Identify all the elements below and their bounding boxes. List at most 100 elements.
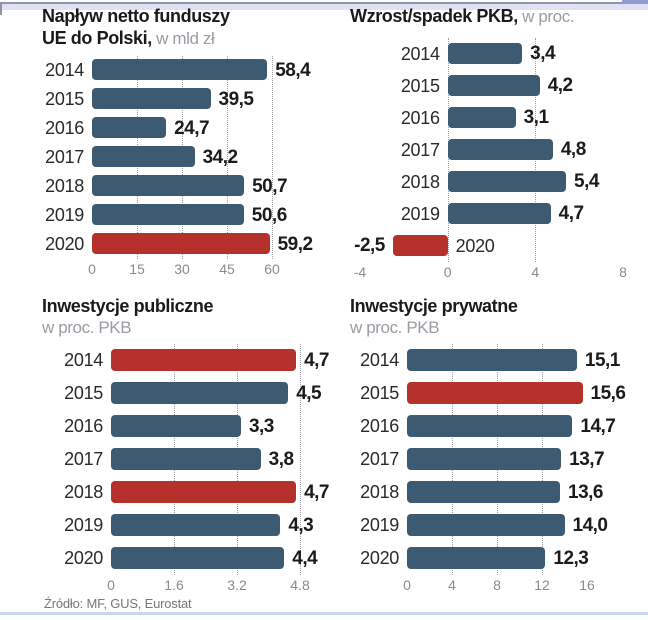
x-axis: 0 1.6 3.2 4.8: [42, 577, 324, 595]
chart-title-segment: Napływ netto funduszy: [42, 6, 230, 26]
bar: [447, 202, 551, 224]
value-label: 3,4: [530, 43, 556, 64]
chart-public-investments: Inwestycje publiczne w proc. PKB 2014 4,7 20…: [42, 296, 329, 595]
bar-row: 2014 3,4: [360, 38, 623, 70]
axis-tick-label: 0: [107, 577, 115, 593]
bar-row: 2020 59,2: [45, 230, 313, 259]
top-left-notch: [0, 2, 2, 15]
year-label: 2017: [64, 449, 103, 469]
bar-row: 2014 4,7: [64, 344, 329, 377]
value-label: 39,5: [218, 89, 254, 110]
bar-row: 2019 4,3: [64, 509, 314, 542]
axis-tick-label: 0: [403, 577, 411, 593]
bar: [111, 447, 261, 470]
bar: [447, 138, 553, 160]
chart-title-line: Inwestycje prywatne: [350, 296, 646, 318]
year-label: 2018: [400, 172, 440, 192]
bar: [111, 480, 297, 503]
chart-title-line: Napływ netto funduszy: [42, 6, 324, 28]
axis-tick-label: 60: [264, 261, 280, 277]
value-label: 3,3: [248, 416, 274, 437]
year-label: 2020: [455, 236, 495, 256]
gridline: [272, 56, 273, 259]
year-label: 2015: [360, 383, 399, 403]
bar-row: 2018 13,6: [360, 476, 603, 509]
bar: [407, 447, 562, 470]
value-label: 15,1: [584, 350, 620, 371]
bar: [407, 381, 583, 404]
bar: [111, 414, 241, 437]
bar: [92, 204, 244, 225]
x-axis: -4 0 4 8: [350, 264, 646, 282]
bar: [92, 59, 268, 80]
value-label: 4,7: [304, 482, 329, 503]
chart-title: Napływ netto funduszy UE do Polski, w mld…: [42, 6, 324, 56]
x-axis: 0 4 8 12 16: [350, 577, 646, 595]
value-label: 3,8: [268, 449, 294, 470]
bar: [407, 513, 565, 536]
year-label: 2018: [45, 176, 84, 196]
value-label: 12,3: [553, 548, 589, 569]
year-label: 2014: [64, 350, 103, 370]
bar: [447, 42, 523, 64]
axis-tick-label: 0: [88, 261, 96, 277]
year-label: 2019: [64, 515, 103, 535]
axis-tick-label: -4: [353, 264, 367, 280]
year-label: 2019: [400, 204, 440, 224]
chart-title-line: w proc. PKB: [42, 318, 324, 338]
value-label: 14,0: [572, 515, 608, 536]
chart-title: Inwestycje prywatne w proc. PKB: [350, 296, 646, 344]
axis-tick-label: 45: [219, 261, 235, 277]
bar-row: 2016 24,7: [45, 114, 272, 143]
bar: [92, 117, 167, 138]
year-label: 2020: [64, 548, 103, 568]
bar-row: 2016 3,1: [360, 102, 623, 134]
gridline: [227, 56, 228, 259]
year-label: 2019: [45, 205, 84, 225]
bar: [447, 74, 540, 96]
value-label: 13,7: [569, 449, 605, 470]
bar-row: 2017 13,7: [360, 443, 605, 476]
bar-row: 2020 4,4: [64, 542, 318, 575]
value-label: -2,5: [354, 235, 385, 256]
value-label: 4,3: [288, 515, 314, 536]
bar: [92, 233, 270, 254]
bar-row: 2018 50,7: [45, 172, 288, 201]
value-label: 50,6: [251, 205, 287, 226]
top-border-line: [0, 2, 648, 4]
year-label: 2014: [360, 350, 399, 370]
bar: [407, 348, 577, 371]
value-label: 15,6: [590, 383, 626, 404]
year-label: 2017: [45, 147, 84, 167]
year-label: 2019: [360, 515, 399, 535]
source-note: Źródło: MF, GUS, Eurostat: [44, 596, 192, 611]
value-label: 34,2: [202, 147, 238, 168]
bar-row: 2018 5,4: [360, 166, 623, 198]
value-label: 58,4: [275, 60, 311, 81]
axis-tick-label: 4: [531, 264, 540, 280]
value-label: 4,7: [558, 203, 584, 224]
bar-row: 2017 34,2: [45, 143, 272, 172]
year-label: 2016: [45, 118, 84, 138]
axis-tick-label: 8: [619, 264, 627, 280]
bar-row: 2019 14,0: [360, 509, 608, 542]
value-label: 4,4: [292, 548, 318, 569]
axis-tick-label: 0: [443, 264, 452, 280]
bar-row: 2017 4,8: [360, 134, 623, 166]
chart-title-line: Inwestycje publiczne: [42, 296, 324, 318]
bar: [92, 175, 245, 196]
plot-area: 2014 3,4 2015 4,2 2016 3,1 2017 4,8 2018 5,4 2019 4…: [350, 38, 646, 262]
chart-gdp-growth-decline: Wzrost/spadek PKB, w proc. 2014 3,4 2015 4,2…: [350, 6, 646, 282]
chart-title-segment: w proc. PKB: [350, 317, 440, 337]
chart-title: Wzrost/spadek PKB, w proc.: [350, 6, 646, 38]
chart-title-line: Wzrost/spadek PKB, w proc.: [350, 6, 646, 28]
value-label: 4,7: [304, 350, 329, 371]
year-label: 2016: [360, 416, 399, 436]
chart-title-segment: w proc.: [517, 7, 575, 26]
year-label: 2017: [400, 140, 440, 160]
year-label: 2015: [64, 383, 103, 403]
year-label: 2016: [64, 416, 103, 436]
bar-row: 2015 4,5: [64, 377, 322, 410]
axis-tick-label: 4.8: [290, 577, 310, 593]
bar-row: 2014 58,4: [45, 56, 311, 85]
